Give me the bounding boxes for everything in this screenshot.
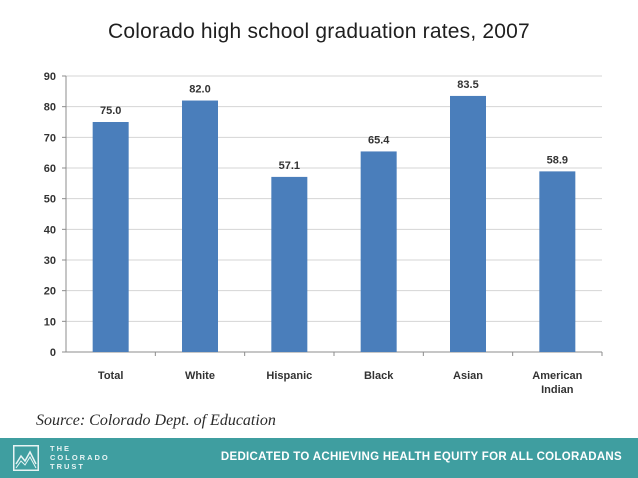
logo-line: COLORADO [50,452,110,462]
y-tick-label: 30 [44,255,56,267]
x-tick-label: Asian [453,370,483,382]
source-note: Source: Colorado Dept. of Education [36,412,276,429]
bar [539,171,576,352]
x-tick-label: Indian [541,384,574,396]
y-tick-label: 60 [44,163,56,175]
y-tick-label: 70 [44,132,56,144]
y-tick-label: 40 [44,224,56,236]
x-tick-label: Total [98,370,123,382]
data-label: 75.0 [100,105,121,117]
bar [450,95,486,352]
y-tick-label: 50 [44,194,56,206]
data-label: 58.9 [547,154,568,166]
y-tick-label: 90 [44,71,56,83]
x-tick-label: Black [364,370,394,382]
footer-banner: THE COLORADO TRUST DEDICATED TO ACHIEVIN… [0,438,638,478]
y-tick-label: 0 [50,347,56,359]
y-tick-label: 20 [44,286,56,298]
bar [182,100,218,353]
y-tick-label: 10 [44,316,56,328]
logo-wordmark: THE COLORADO TRUST [50,444,110,471]
bar [271,176,308,352]
data-label: 65.4 [368,134,390,146]
data-label: 82.0 [189,84,210,96]
footer-tagline: DEDICATED TO ACHIEVING HEALTH EQUITY FOR… [220,451,622,463]
colorado-trust-logo-icon [13,445,39,471]
bar [360,151,397,352]
bar-chart: 0 10 20 30 40 50 60 70 80 90 75.0 Total 82.0 White 57.… [44,71,603,396]
x-tick-label: American [532,370,582,382]
logo-line: THE [50,444,71,453]
chart-title: Colorado high school graduation rates, 2… [108,20,530,43]
x-tick-label: White [185,370,215,382]
data-label: 57.1 [279,160,300,172]
data-label: 83.5 [457,79,478,91]
bar [92,122,129,352]
logo-line: TRUST [50,461,85,471]
y-tick-label: 80 [44,102,56,114]
x-tick-label: Hispanic [266,370,312,382]
